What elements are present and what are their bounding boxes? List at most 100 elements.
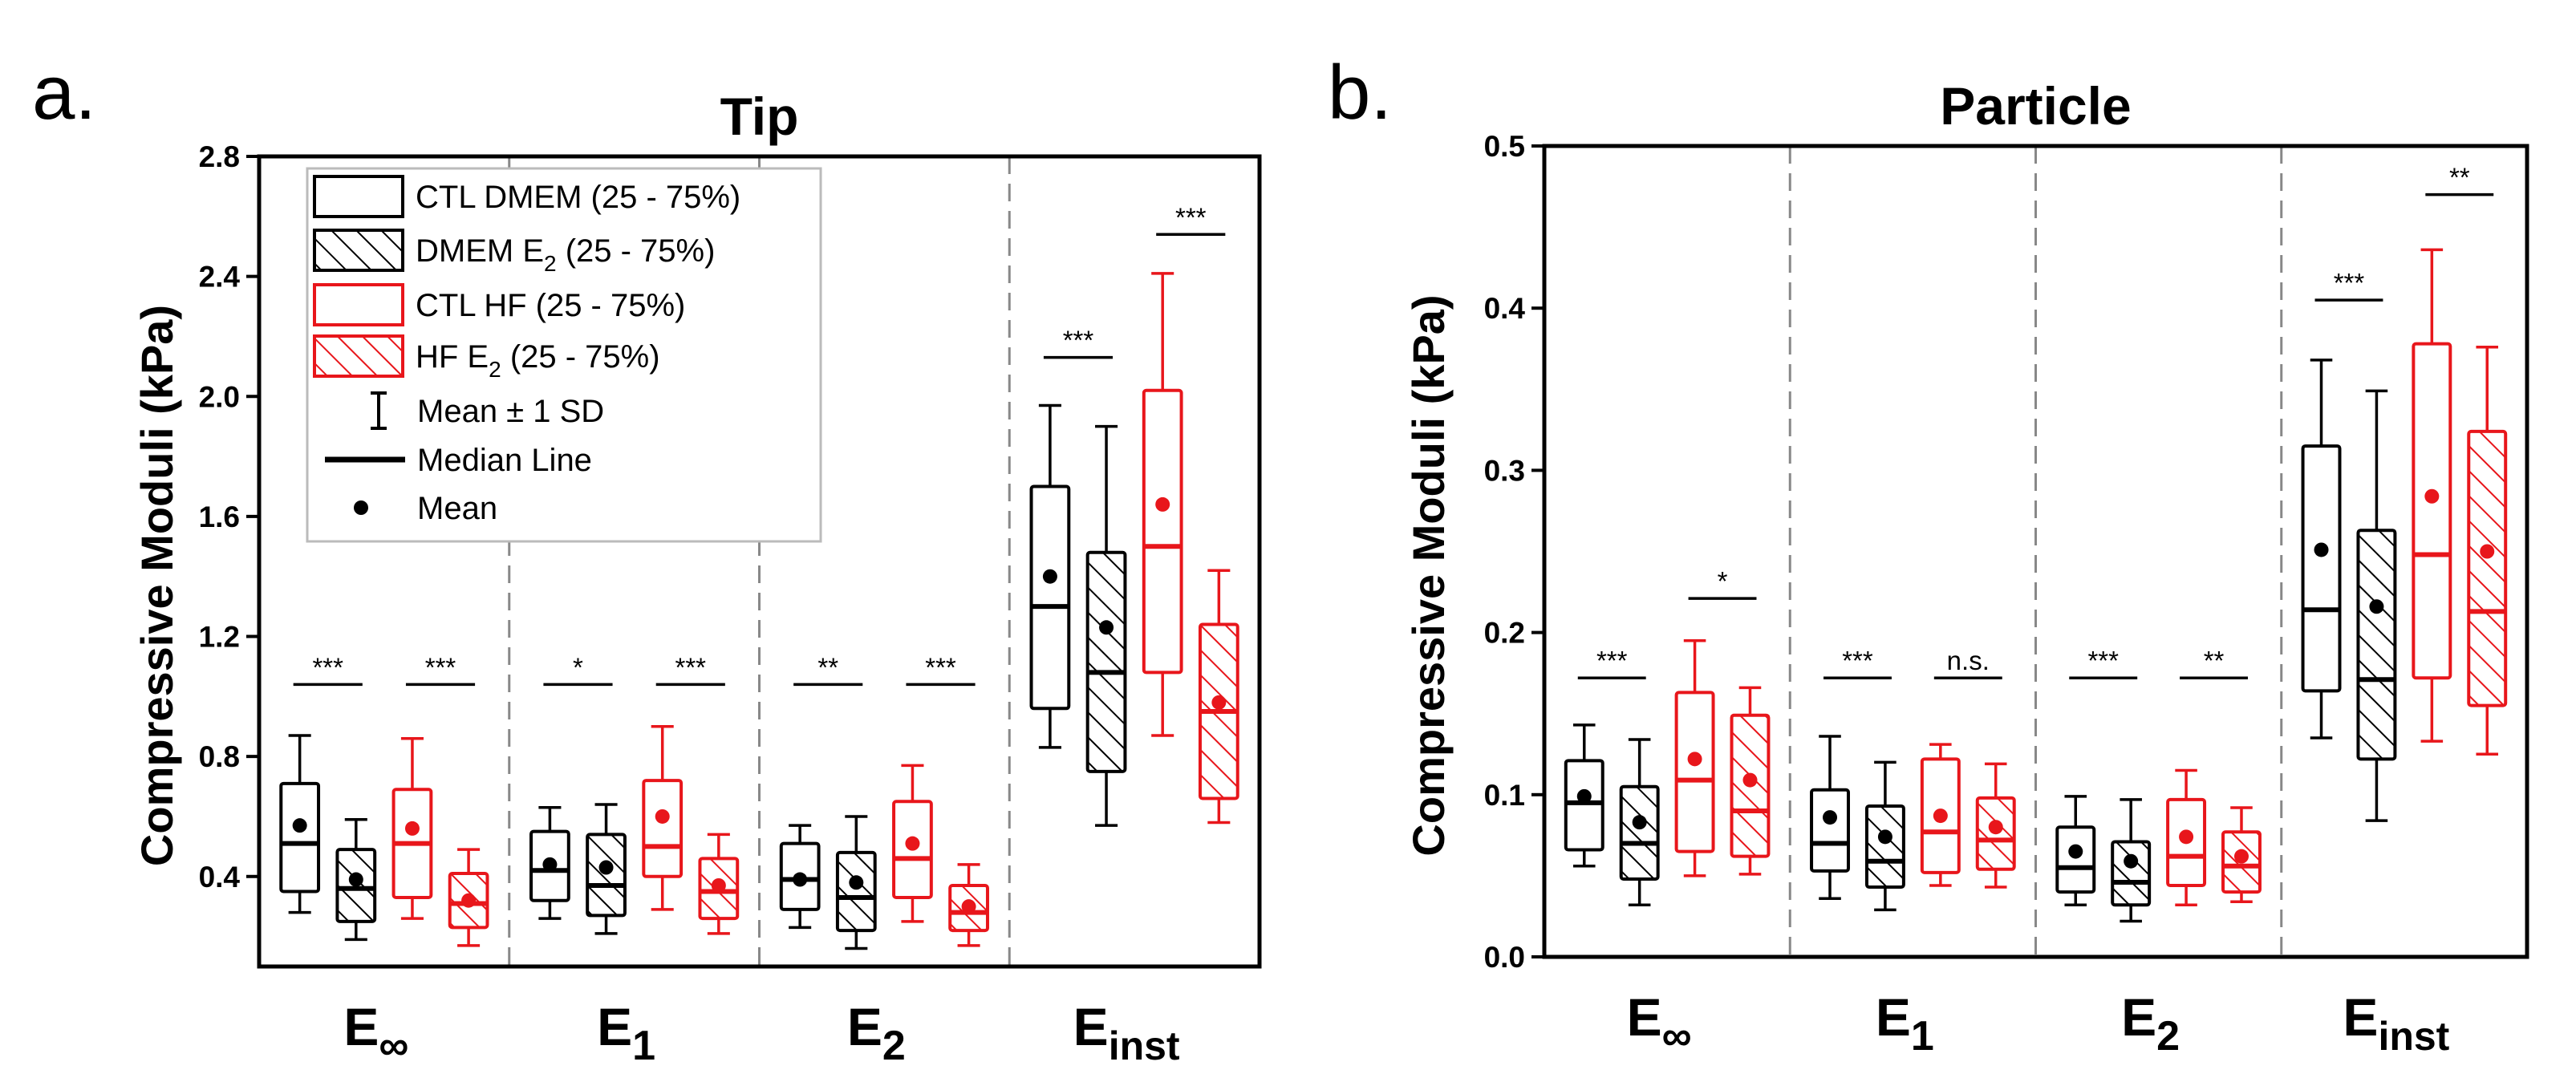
legend-mean-swatch (354, 500, 368, 515)
mean-dot (849, 875, 864, 890)
mean-dot (404, 821, 420, 836)
group-label: E2 (847, 997, 906, 1069)
mean-dot (905, 836, 920, 851)
mean-dot (1576, 788, 1592, 804)
panel-a: a. Tip Compressive Moduli (kPa) 0.4 0.8 1.2 1.… (32, 50, 1262, 1069)
group-label-main: E (1876, 987, 1911, 1047)
box-iqr (1810, 788, 1850, 873)
mean-dot (292, 818, 307, 833)
legend-item-label: Mean ± 1 SD (417, 394, 604, 429)
significance-label: *** (312, 652, 343, 682)
panel-letter: b. (1328, 50, 1392, 136)
box-dmem-e2-g0 (1619, 738, 1660, 907)
mean-dot (1933, 808, 1948, 824)
group-label-main: E (2343, 987, 2378, 1047)
legend-item-label-main: Median Line (417, 443, 592, 478)
box-ctl-hf-g3 (1142, 272, 1183, 737)
y-tick-label: 2.4 (199, 261, 241, 294)
mean-dot (348, 872, 363, 887)
significance-label: *** (925, 652, 956, 682)
box-ctl-dmem-g3 (2301, 359, 2342, 740)
box-hf-e2-g1 (1975, 762, 2016, 889)
box-iqr (279, 781, 321, 894)
significance-label: *** (675, 652, 707, 682)
box-iqr (2301, 444, 2342, 693)
box-ctl-dmem-g3 (1029, 403, 1071, 749)
box-ctl-dmem-g2 (2055, 795, 2096, 907)
group-label-main: E (2121, 987, 2156, 1047)
box-hf-e2-g1 (698, 833, 740, 935)
legend-item-label-suffix: (25 - 75%) (557, 233, 716, 269)
group-label-sub: ∞ (379, 1023, 408, 1069)
y-tick-label: 1.2 (199, 621, 240, 654)
plot-frame (257, 154, 1262, 969)
legend-item-label: HF E2 (25 - 75%) (416, 339, 660, 382)
y-tick-label: 2.8 (199, 140, 240, 173)
box-iqr (1564, 759, 1604, 852)
mean-dot (655, 808, 670, 824)
legend: CTL DMEM (25 - 75%)DMEM E2 (25 - 75%)CTL… (306, 167, 822, 543)
box-ctl-hf-g2 (892, 764, 933, 923)
box-hf-e2-g0 (448, 848, 489, 947)
significance-label: * (573, 652, 583, 682)
significance-label: *** (2087, 646, 2119, 675)
legend-item-label-sub: 2 (489, 357, 501, 382)
legend-item-label: Mean (417, 491, 497, 526)
mean-dot (1155, 496, 1170, 512)
mean-dot (461, 893, 477, 908)
box-dmem-e2-g1 (1864, 760, 1905, 912)
mean-dot (2424, 488, 2440, 504)
group-label-sub: 1 (632, 1023, 655, 1069)
significance-label: ** (2449, 163, 2470, 192)
box-ctl-hf-g0 (391, 736, 433, 920)
mean-dot (2314, 542, 2329, 557)
group-label-sub: inst (1109, 1023, 1180, 1068)
legend-swatch-box (313, 229, 404, 272)
legend-item-label-main: DMEM E (416, 233, 544, 269)
chart-title: Particle (1940, 76, 2131, 136)
mean-dot (1099, 620, 1114, 635)
box-hf-e2-g3 (1198, 569, 1239, 825)
mean-dot (1211, 695, 1227, 710)
y-tick-label: 0.3 (1484, 454, 1525, 487)
group-label-main: E (597, 997, 632, 1056)
y-tick-label: 0.5 (1484, 130, 1525, 163)
box-iqr (1674, 691, 1715, 853)
box-iqr (1864, 804, 1905, 889)
mean-dot (542, 857, 558, 872)
significance-label: *** (425, 652, 456, 682)
legend-item-label: Median Line (417, 443, 592, 478)
chart-title: Tip (720, 87, 799, 146)
box-ctl-hf-g1 (642, 724, 684, 911)
legend-item-label-main: CTL DMEM (25 - 75%) (416, 180, 740, 215)
box-ctl-dmem-g0 (279, 734, 321, 914)
significance-label: *** (1063, 326, 1094, 355)
mean-dot (2068, 844, 2083, 859)
box-dmem-e2-g3 (2356, 389, 2397, 822)
significance-label: *** (1596, 646, 1628, 675)
group-label-sub: ∞ (1662, 1013, 1692, 1060)
y-tick-label: 0.8 (199, 740, 240, 773)
y-tick-label: 0.2 (1484, 617, 1525, 650)
panel-letter: a. (32, 50, 96, 136)
significance-label: *** (1842, 646, 1873, 675)
legend-item-label: DMEM E2 (25 - 75%) (416, 233, 715, 276)
group-label: E2 (2121, 987, 2180, 1060)
significance-label: *** (2334, 268, 2365, 298)
box-iqr (1142, 388, 1183, 675)
group-label-main: E (1627, 987, 1662, 1047)
mean-dot (2369, 599, 2384, 614)
mean-dot (1632, 815, 1647, 830)
box-hf-e2-g0 (1730, 686, 1771, 876)
legend-item-label-main: Mean ± 1 SD (417, 394, 604, 429)
box-dmem-e2-g2 (2111, 798, 2152, 923)
legend-swatch-box (313, 283, 404, 326)
box-ctl-dmem-g1 (1810, 735, 1850, 900)
y-axis-label: Compressive Moduli (kPa) (132, 305, 182, 866)
legend-swatch-box (313, 175, 404, 218)
mean-dot (1042, 569, 1057, 584)
box-iqr (835, 850, 877, 933)
group-label-sub: 2 (882, 1023, 906, 1069)
legend-item-label-suffix: (25 - 75%) (501, 339, 660, 375)
